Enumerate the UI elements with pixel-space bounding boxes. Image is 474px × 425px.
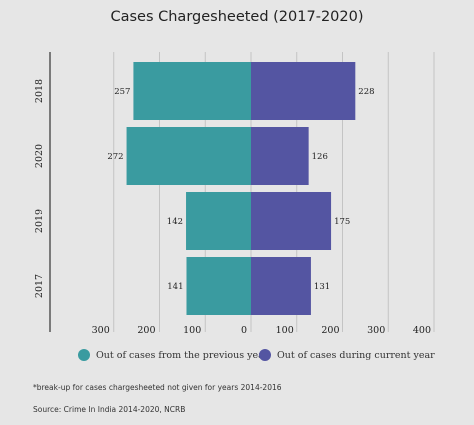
footnote: *break-up for cases chargesheeted not gi…: [33, 383, 282, 392]
x-tick-label: 200: [321, 325, 339, 336]
legend-label-current-year: Out of cases during current year: [277, 349, 435, 361]
legend-swatch-teal: [78, 349, 90, 361]
value-label-current-2020: 126: [312, 152, 328, 162]
legend-label-previous-year: Out of cases from the previous year: [96, 349, 269, 361]
value-label-previous-2017: 141: [167, 282, 183, 292]
value-label-previous-2019: 142: [167, 217, 183, 227]
year-labels: 2018 2020 2019 2017: [34, 79, 45, 298]
value-label-current-2017: 131: [314, 282, 330, 292]
bar-previous-year-2020: [126, 127, 251, 185]
x-tick-label: 300: [367, 325, 385, 336]
bar-previous-year-2017: [186, 257, 251, 315]
source-note: Source: Crime In India 2014-2020, NCRB: [33, 405, 186, 414]
x-tick-label: 200: [137, 325, 155, 336]
chart-title: Cases Chargesheeted (2017-2020): [110, 9, 364, 25]
legend-swatch-purple: [259, 349, 271, 361]
legend-item-previous-year: Out of cases from the previous year: [78, 349, 268, 361]
bar-current-year-2018: [251, 62, 356, 120]
bar-previous-year-2018: [133, 62, 251, 120]
x-tick-label: 400: [413, 325, 431, 336]
x-axis-ticks: 300 200 100 0 100 200 300 400: [92, 325, 431, 336]
year-label-2017: 2017: [34, 274, 45, 298]
x-tick-label: 100: [276, 325, 294, 336]
value-label-previous-2020: 272: [107, 152, 123, 162]
legend: Out of cases from the previous year Out …: [0, 349, 474, 369]
value-label-previous-2018: 257: [114, 87, 130, 97]
value-labels: 257 228 272 126 142 175 141 131: [107, 87, 374, 292]
x-tick-label: 0: [241, 325, 247, 336]
bar-previous-year-2019: [186, 192, 251, 250]
value-label-current-2018: 228: [358, 87, 374, 97]
legend-item-current-year: Out of cases during current year: [259, 349, 435, 361]
year-label-2020: 2020: [34, 144, 45, 168]
x-tick-label: 300: [92, 325, 110, 336]
x-tick-label: 100: [183, 325, 201, 336]
year-label-2019: 2019: [34, 209, 45, 233]
bar-current-year-2017: [251, 257, 311, 315]
bar-current-year-2019: [251, 192, 332, 250]
bar-current-year-2020: [251, 127, 309, 185]
value-label-current-2019: 175: [334, 217, 350, 227]
year-label-2018: 2018: [34, 79, 45, 103]
bars: [126, 62, 356, 315]
